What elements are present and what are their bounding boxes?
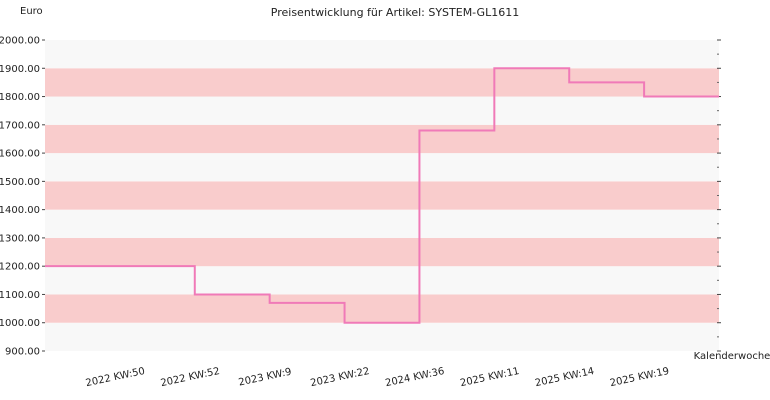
y-axis-label: Euro [20, 6, 43, 17]
price-step-line [45, 67, 719, 324]
x-tick-label: 2022 KW:50 [85, 366, 146, 389]
background-bands [45, 40, 719, 351]
y-tick-label: 1000.00 [0, 318, 40, 329]
y-tick-label: 1100.00 [0, 290, 40, 301]
chart-title: Preisentwicklung für Artikel: SYSTEM-GL1… [271, 6, 519, 19]
background-band [45, 124, 719, 154]
background-band [45, 294, 719, 323]
background-band [45, 237, 719, 267]
y-tick-label: 1700.00 [0, 120, 40, 131]
y-tick-label: 1300.00 [0, 233, 40, 244]
y-tick-label: 1800.00 [0, 92, 40, 103]
x-tick-label: 2023 KW:22 [309, 366, 370, 389]
y-tick-label: 1900.00 [0, 64, 40, 75]
x-tick-label: 2024 KW:36 [384, 366, 445, 389]
x-tick-label: 2025 KW:11 [459, 366, 520, 389]
y-tick-label: 1400.00 [0, 205, 40, 216]
x-tick-label: 2023 KW:9 [238, 367, 293, 389]
x-tick-label: 2025 KW:14 [534, 366, 595, 389]
x-axis-label: Kalenderwoche [694, 351, 770, 362]
x-tick-label: 2022 KW:52 [160, 366, 221, 389]
y-tick-label: 2000.00 [0, 36, 40, 47]
background-band [45, 153, 719, 182]
y-axis: 900.00 1000.00 1100.00 1200.00 1300.00 1400.0… [0, 36, 721, 358]
price-series [45, 67, 719, 324]
y-tick-label: 1500.00 [0, 177, 40, 188]
background-band [45, 322, 719, 351]
y-tick-label: 1200.00 [0, 262, 40, 273]
background-band [45, 209, 719, 238]
x-tick-label: 2025 KW:19 [609, 366, 670, 389]
y-tick-label: 900.00 [5, 347, 40, 358]
x-axis: 2022 KW:50 2022 KW:52 2023 KW:9 2023 KW:22 2… [85, 366, 670, 389]
background-band [45, 266, 719, 295]
background-band [45, 181, 719, 210]
y-tick-label: 1600.00 [0, 149, 40, 160]
background-band [45, 40, 719, 69]
background-band [45, 96, 719, 125]
